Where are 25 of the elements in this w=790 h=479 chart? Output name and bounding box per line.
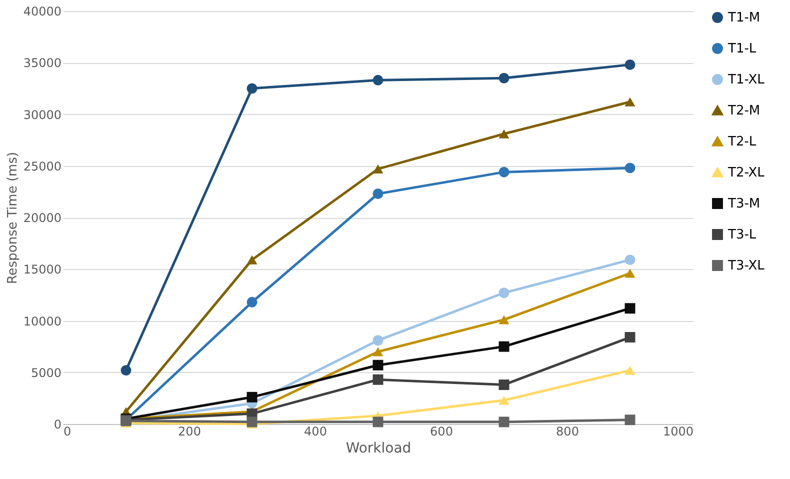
x-tick-label: 800 — [556, 424, 579, 438]
y-tick-label: 15000 — [23, 262, 62, 277]
legend-label: T1-L — [727, 42, 757, 56]
x-tick-label: 1000 — [662, 424, 694, 438]
y-tick-label: 5000 — [30, 366, 62, 380]
legend-label: T2-L — [727, 134, 757, 150]
legend-label: T3-L — [727, 228, 757, 242]
legend-label: T2-M — [727, 104, 760, 118]
x-axis-title: Workload — [346, 440, 412, 456]
y-tick-label: 35000 — [23, 56, 62, 70]
y-tick-label: 30000 — [23, 108, 62, 122]
x-tick-label: 600 — [430, 424, 453, 438]
y-tick-label: 20000 — [23, 211, 62, 225]
y-tick-label: 10000 — [23, 314, 62, 328]
legend-label: T3-M — [727, 196, 760, 212]
y-tick-label: 25000 — [23, 159, 62, 174]
x-tick-label: 0 — [64, 424, 72, 438]
legend-label: T2-XL — [727, 166, 766, 180]
legend-label: T1-M — [727, 10, 760, 26]
y-tick-label: 40000 — [23, 4, 62, 18]
x-tick-label: 200 — [178, 424, 201, 438]
legend-label: T1-XL — [727, 72, 766, 88]
x-tick-label: 400 — [304, 424, 327, 438]
y-axis-title: Response Time (ms) — [5, 152, 20, 284]
legend-label: T3-XL — [727, 258, 766, 274]
